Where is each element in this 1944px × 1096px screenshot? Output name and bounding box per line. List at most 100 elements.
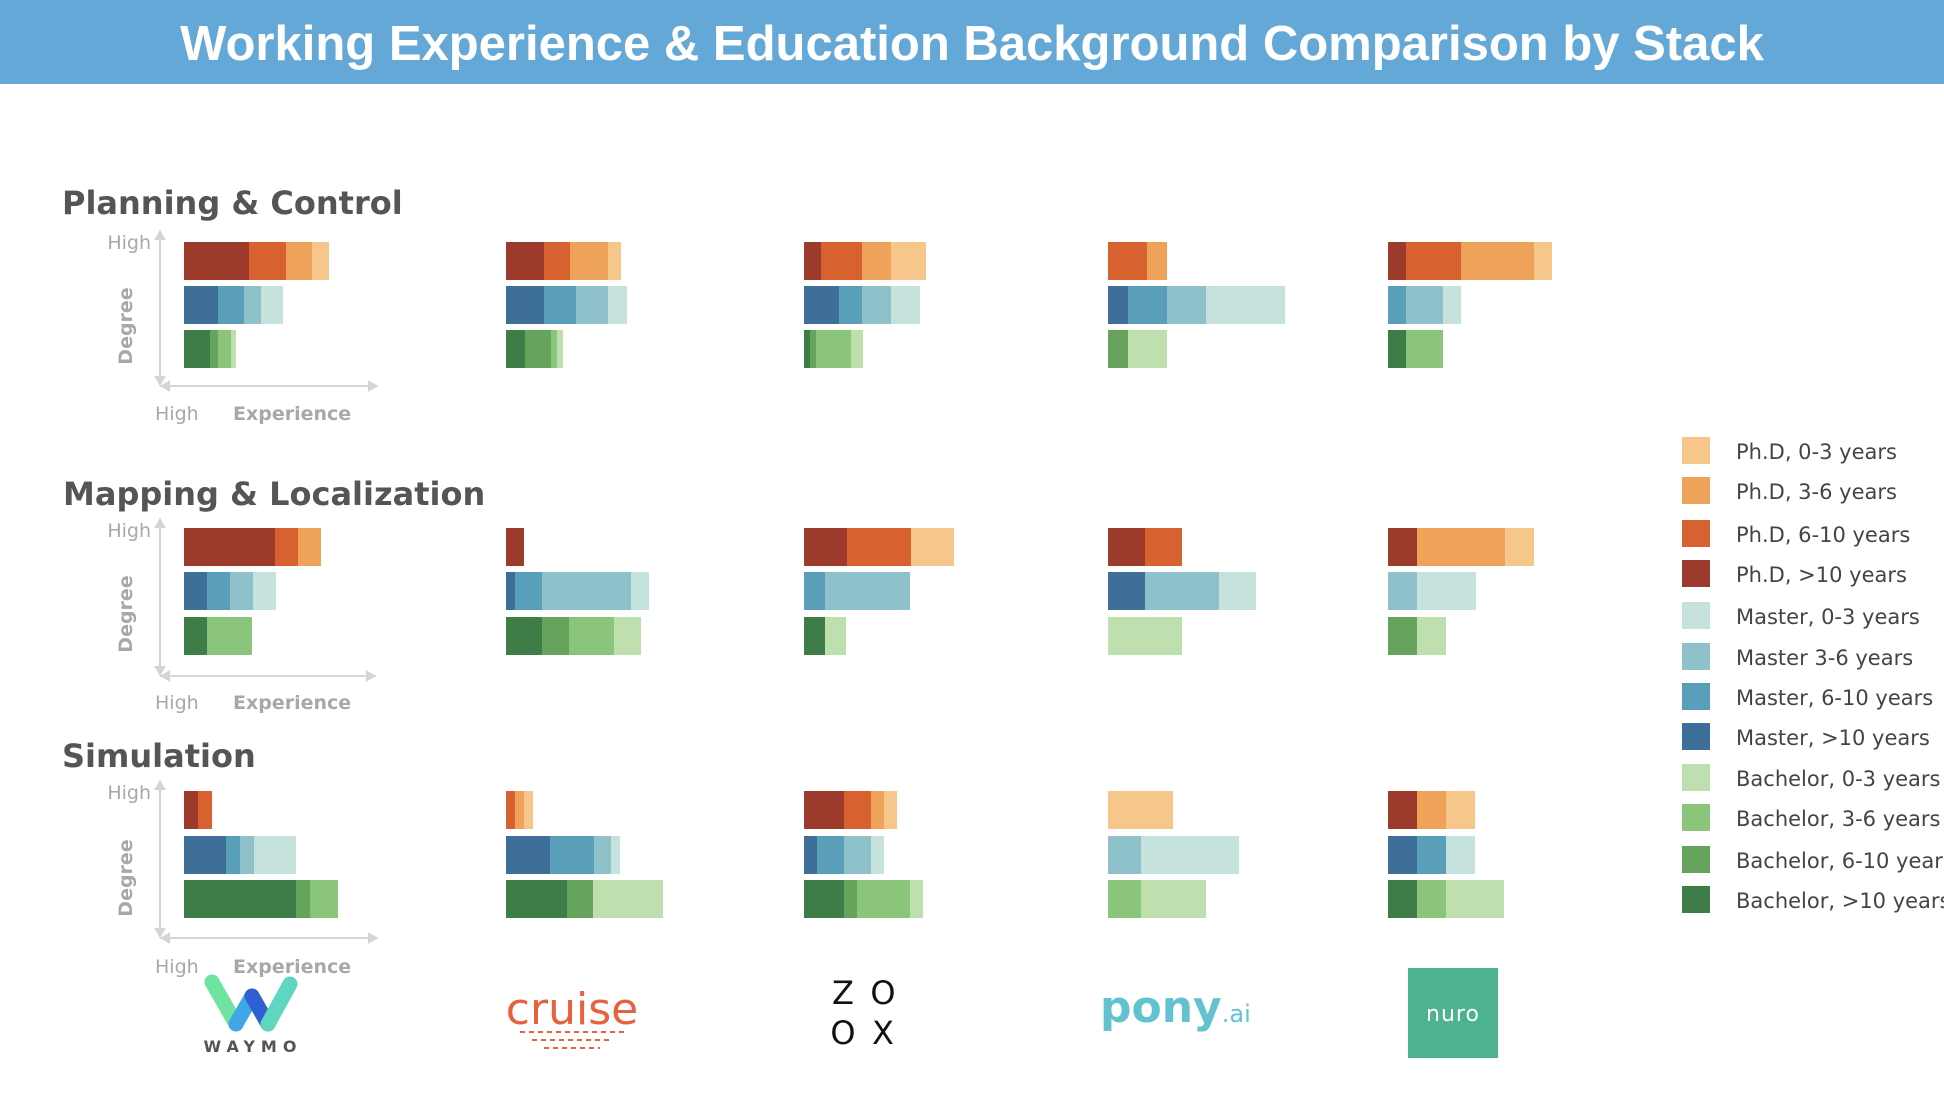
zoox-letter: O xyxy=(870,974,895,1012)
bar-bachelor-3-6 xyxy=(1108,880,1141,918)
bar-bachelor-over-10 xyxy=(506,880,567,918)
legend-label: Bachelor, 0-3 years xyxy=(1736,767,1940,791)
legend-label: Ph.D, >10 years xyxy=(1736,563,1907,587)
legend-swatch xyxy=(1682,886,1710,913)
bar-bachelor-3-6 xyxy=(1417,880,1446,918)
bar-phd-over-10 xyxy=(1388,242,1406,280)
bar-bachelor-over-10 xyxy=(184,617,207,655)
bar-bachelor-6-10 xyxy=(525,330,551,368)
panel-waymo xyxy=(184,791,338,918)
bar-master-6-10 xyxy=(207,572,230,610)
bar-phd-0-3 xyxy=(1534,242,1552,280)
bar-master-0-3 xyxy=(253,572,276,610)
bar-master-3-6 xyxy=(240,836,254,874)
bar-master-3-6 xyxy=(230,572,253,610)
bar-bachelor-6-10 xyxy=(296,880,310,918)
bar-bachelor-6-10 xyxy=(542,617,569,655)
bar-bachelor-0-3 xyxy=(231,330,236,368)
bar-phd-over-10 xyxy=(804,528,847,566)
y-axis-arrow-top xyxy=(154,780,166,790)
bar-bachelor-3-6 xyxy=(857,880,910,918)
bar-phd-6-10 xyxy=(844,791,871,829)
bar-master-over-10 xyxy=(804,836,817,874)
legend-item: Master 3-6 years xyxy=(1682,643,1913,670)
bar-phd-3-6 xyxy=(570,242,608,280)
bar-phd-6-10 xyxy=(1108,242,1147,280)
panel-nuro xyxy=(1388,791,1504,918)
bar-master-over-10 xyxy=(184,286,218,324)
y-axis-label: Degree xyxy=(115,575,137,652)
bar-phd-3-6 xyxy=(1417,791,1446,829)
x-axis-label: Experience xyxy=(233,403,351,425)
cruise-logo: cruise xyxy=(506,984,638,1049)
bar-phd-over-10 xyxy=(506,528,524,566)
pony-wordmark: pony.ai xyxy=(1100,982,1251,1033)
panel-zoox xyxy=(804,242,926,368)
bar-phd-6-10 xyxy=(506,791,515,829)
y-axis-high-label: High xyxy=(107,782,151,804)
bar-bachelor-0-3 xyxy=(851,330,863,368)
panel-cruise xyxy=(506,242,627,368)
panel-cruise xyxy=(506,791,663,918)
bar-phd-6-10 xyxy=(1145,528,1182,566)
panel-waymo xyxy=(184,528,321,655)
section-mapping-localization: Mapping & Localization High Degree High Expe… xyxy=(63,475,1534,714)
panel-nuro xyxy=(1388,528,1534,655)
bar-master-0-3 xyxy=(1443,286,1461,324)
bar-phd-over-10 xyxy=(804,791,844,829)
bar-phd-over-10 xyxy=(804,242,821,280)
bar-master-0-3 xyxy=(1141,836,1239,874)
bar-bachelor-0-3 xyxy=(614,617,641,655)
bar-phd-0-3 xyxy=(911,528,954,566)
bar-phd-0-3 xyxy=(524,791,533,829)
bar-master-over-10 xyxy=(506,836,550,874)
bar-phd-over-10 xyxy=(184,791,198,829)
bar-bachelor-3-6 xyxy=(569,617,614,655)
legend-swatch xyxy=(1682,520,1710,547)
bar-master-3-6 xyxy=(825,572,910,610)
legend-label: Master, 6-10 years xyxy=(1736,686,1933,710)
panel-pony xyxy=(1108,242,1285,368)
bar-master-6-10 xyxy=(804,572,825,610)
bar-master-over-10 xyxy=(506,572,515,610)
bar-bachelor-0-3 xyxy=(1446,880,1504,918)
bar-master-over-10 xyxy=(1108,572,1145,610)
bar-bachelor-3-6 xyxy=(207,617,252,655)
y-axis-arrow-top xyxy=(154,518,166,528)
bar-master-3-6 xyxy=(594,836,611,874)
bar-bachelor-6-10 xyxy=(1388,617,1417,655)
bar-master-0-3 xyxy=(1206,286,1285,324)
bar-bachelor-over-10 xyxy=(804,617,825,655)
bar-phd-6-10 xyxy=(821,242,862,280)
x-axis-high-label: High xyxy=(155,403,199,425)
x-axis-arrow-left xyxy=(160,670,170,682)
bar-bachelor-over-10 xyxy=(804,880,844,918)
bar-phd-6-10 xyxy=(249,242,286,280)
bar-phd-0-3 xyxy=(312,242,329,280)
bar-phd-0-3 xyxy=(1446,791,1475,829)
legend-label: Ph.D, 6-10 years xyxy=(1736,523,1910,547)
bar-master-3-6 xyxy=(1406,286,1443,324)
legend-swatch xyxy=(1682,602,1710,629)
bar-master-0-3 xyxy=(1417,572,1476,610)
bar-master-0-3 xyxy=(611,836,620,874)
legend-item: Ph.D, 6-10 years xyxy=(1682,520,1910,547)
bar-master-3-6 xyxy=(1167,286,1206,324)
x-axis-arrow-right xyxy=(366,670,376,682)
legend-label: Master, 0-3 years xyxy=(1736,605,1920,629)
zoox-logo: Z OO X xyxy=(830,974,895,1052)
bar-master-6-10 xyxy=(550,836,594,874)
bar-phd-0-3 xyxy=(1505,528,1534,566)
y-axis-label: Degree xyxy=(115,287,137,364)
bar-master-3-6 xyxy=(862,286,891,324)
bar-master-0-3 xyxy=(261,286,283,324)
section-title: Simulation xyxy=(62,737,256,775)
bar-phd-3-6 xyxy=(286,242,312,280)
bar-phd-3-6 xyxy=(298,528,321,566)
bar-bachelor-over-10 xyxy=(506,330,525,368)
panel-pony xyxy=(1108,528,1256,655)
bar-phd-0-3 xyxy=(884,791,897,829)
bar-master-6-10 xyxy=(544,286,576,324)
x-axis-arrow-right xyxy=(368,932,378,944)
bar-master-6-10 xyxy=(226,836,240,874)
